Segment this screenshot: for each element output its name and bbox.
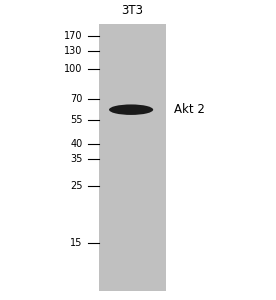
Text: 100: 100 [64,64,83,74]
Text: 130: 130 [64,46,83,56]
FancyBboxPatch shape [99,24,166,291]
Text: Akt 2: Akt 2 [174,103,205,116]
Text: 15: 15 [70,238,83,248]
Text: 70: 70 [70,94,83,104]
Text: 35: 35 [70,154,83,164]
Text: 3T3: 3T3 [121,4,144,17]
Text: 170: 170 [64,31,83,41]
Text: 40: 40 [71,139,83,149]
Ellipse shape [109,104,153,115]
Text: 55: 55 [70,115,83,125]
Text: 25: 25 [70,181,83,191]
